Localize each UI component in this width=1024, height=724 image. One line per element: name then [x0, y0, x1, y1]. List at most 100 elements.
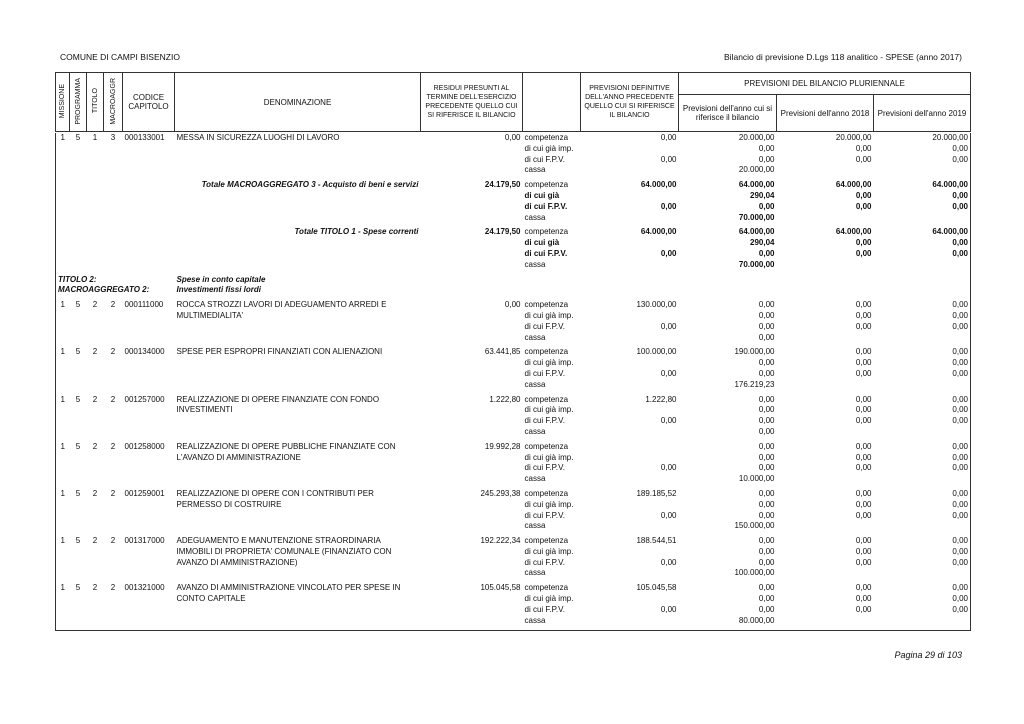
cell: 0,00 0,00 0,00 0,00: [679, 300, 777, 347]
code: 2: [110, 394, 116, 404]
empty-line: [583, 474, 677, 485]
empty-line: [779, 333, 872, 344]
titolo: TITOLO 2:: [58, 274, 97, 284]
empty-line: [583, 521, 677, 532]
header-cell: PREVISIONI DEFINITIVE DELL'ANNO PRECEDEN…: [580, 72, 679, 132]
row-label: competenza: [524, 441, 569, 451]
table-body: 1 5 1 3 000133001 MESSA IN SICUREZZA LUOGHI D…: [55, 133, 971, 632]
row-label: competenza: [524, 347, 569, 357]
amount: 0,00: [855, 358, 872, 368]
code: 2: [92, 300, 98, 310]
header-left: COMUNE DI CAMPI BISENZIO: [60, 52, 180, 62]
denominazione: REALIZZAZIONE DI OPERE PUBBLICHE FINANZI…: [176, 441, 396, 462]
titolo-desc: Spese in conto capitale: [176, 274, 266, 284]
amount: 70.000,00: [738, 259, 775, 269]
amount: 0,00: [855, 416, 872, 426]
row-label: di cui già imp.: [524, 310, 574, 320]
cell: 0,00 0,00 0,00: [777, 536, 874, 583]
code: 2: [110, 488, 116, 498]
amount: 1.222,80: [645, 394, 677, 404]
amount: 0,00: [758, 546, 775, 556]
amount: 0,00: [952, 546, 968, 556]
row-label: di cui F.P.V.: [524, 557, 565, 567]
amount: 20.000,00: [835, 133, 872, 142]
cell: competenza di cui già imp. di cui F.P.V. ca…: [523, 442, 581, 489]
code: 2: [110, 347, 116, 357]
code: 5: [75, 300, 81, 310]
residui: 19.992,28: [484, 441, 521, 451]
code: 5: [75, 347, 81, 357]
amount: 0,00: [855, 238, 872, 248]
residui: 0,00: [504, 133, 521, 142]
amount: 290,04: [750, 238, 775, 248]
amount: 0,00: [952, 310, 968, 320]
amount: 0,00: [855, 536, 872, 546]
cell: competenza di cui già imp. di cui F.P.V. ca…: [523, 300, 581, 347]
row-label: di cui F.P.V.: [524, 154, 565, 164]
amount: 0,00: [855, 143, 872, 153]
code: 5: [75, 583, 81, 593]
empty-line: [779, 427, 872, 438]
amount: 0,00: [660, 321, 677, 331]
cell: 20.000,00 0,00 0,00 20.000,00: [679, 133, 777, 180]
amount: 0,00: [660, 248, 677, 258]
denominazione: AVANZO DI AMMINISTRAZIONE VINCOLATO PER …: [176, 583, 401, 604]
code: 2: [110, 536, 116, 546]
row-label: cassa: [524, 332, 546, 342]
empty-line: [876, 380, 969, 391]
amount: 0,00: [855, 594, 872, 604]
amount: 0,00: [952, 238, 968, 248]
residui: 63.441,85: [484, 347, 521, 357]
empty-line: [876, 213, 969, 224]
header-cell: Previsioni dell'anno 2019: [873, 94, 971, 132]
header-cell: PROGRAMMA: [74, 77, 82, 125]
amount: 64.000,00: [640, 180, 677, 190]
empty-line: [583, 358, 677, 369]
amount: 0,00: [952, 405, 968, 415]
row-label: cassa: [524, 568, 546, 578]
header-cell: DENOMINAZIONE: [174, 72, 421, 132]
cell: 188.544,51 0,00: [581, 536, 679, 583]
empty-line: [779, 616, 872, 627]
row-label: cassa: [524, 474, 546, 484]
code: 2: [92, 441, 98, 451]
row-label: competenza: [524, 583, 569, 593]
table-row: 1 5 2 2 001258000 REALIZZAZIONE DI OPERE PUBB…: [56, 442, 971, 489]
table-row: 1 5 2 2 001317000 ADEGUAMENTO E MANUTENZIONE …: [56, 536, 971, 583]
header-right: Bilancio di previsione D.Lgs 118 analiti…: [724, 52, 962, 62]
row-label: di cui già imp.: [524, 546, 574, 556]
residui: 245.293,38: [480, 488, 521, 498]
amount: 0,00: [952, 321, 968, 331]
amount: 0,00: [758, 583, 775, 593]
code: 2: [92, 583, 98, 593]
residui: 1.222,80: [489, 394, 521, 404]
macroaggregato: MACROAGGREGATO 2:: [58, 285, 150, 295]
code: 1: [92, 133, 98, 142]
cell: 0,00 0,00 0,00: [874, 442, 971, 489]
row-label: cassa: [524, 212, 546, 222]
amount: 80.000,00: [738, 615, 775, 625]
amount: 0,00: [758, 536, 775, 546]
amount: 0,00: [855, 452, 872, 462]
cell: 0,00: [581, 442, 679, 489]
cell: 20.000,00 0,00 0,00: [777, 133, 874, 180]
table-row: 1 5 1 3 000133001 MESSA IN SICUREZZA LUOGHI D…: [56, 133, 971, 180]
amount: 64.000,00: [835, 180, 872, 190]
empty-line: [583, 547, 677, 558]
empty-line: [876, 260, 969, 271]
cell: 0,00 0,00 0,00: [777, 300, 874, 347]
amount: 0,00: [952, 583, 968, 593]
amount: 64.000,00: [835, 227, 872, 237]
table-row: 1 5 2 2 000111000 ROCCA STROZZI LAVORI DI ADE…: [56, 300, 971, 347]
amount: 0,00: [855, 368, 872, 378]
code: 1: [60, 394, 65, 404]
row-label: di cui F.P.V.: [524, 201, 568, 211]
table-row: Totale MACROAGGREGATO 3 - Acquisto di be…: [56, 180, 971, 227]
row-label: di cui F.P.V.: [524, 604, 565, 614]
cell: 64.000,00 0,00 0,00: [777, 180, 874, 227]
table-row: 1 5 2 2 001321000 AVANZO DI AMMINISTRAZIONE V…: [56, 583, 971, 631]
amount: 64.000,00: [738, 227, 775, 237]
empty-line: [779, 260, 872, 271]
amount: 0,00: [952, 154, 968, 164]
amount: 0,00: [952, 594, 968, 604]
